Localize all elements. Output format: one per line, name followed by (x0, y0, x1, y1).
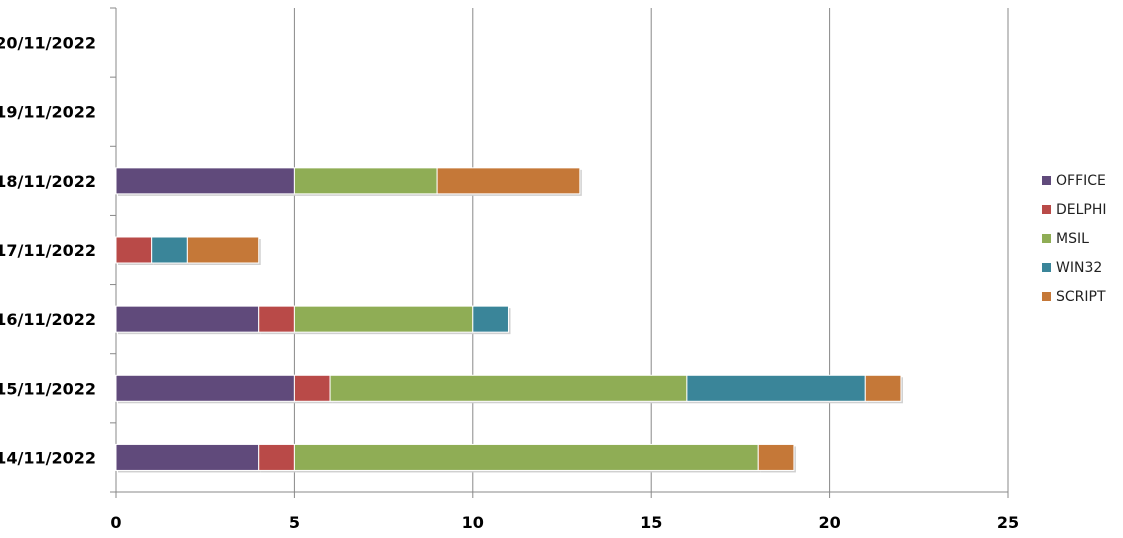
legend-item-win32: WIN32 (1042, 253, 1107, 282)
legend-label-script: SCRIPT (1056, 288, 1106, 305)
legend-item-delphi: DELPHI (1042, 195, 1107, 224)
bar-segment-office (115, 443, 260, 471)
x-tick-label: 20 (818, 513, 840, 532)
y-category-label: 19/11/2022 (0, 103, 96, 122)
y-category-label: 20/11/2022 (0, 34, 96, 53)
bar-segment-office (115, 167, 295, 195)
y-category-label: 15/11/2022 (0, 379, 96, 398)
legend: OFFICE DELPHI MSIL WIN32 SCRIPT (1042, 166, 1107, 311)
legend-item-msil: MSIL (1042, 224, 1107, 253)
legend-item-script: SCRIPT (1042, 282, 1107, 311)
legend-item-office: OFFICE (1042, 166, 1107, 195)
legend-swatch-win32 (1042, 263, 1051, 272)
x-tick-label: 0 (110, 513, 121, 532)
legend-swatch-delphi (1042, 205, 1051, 214)
bar-segment-msil (329, 374, 688, 402)
legend-label-msil: MSIL (1056, 230, 1089, 247)
legend-label-office: OFFICE (1056, 172, 1106, 189)
legend-swatch-msil (1042, 234, 1051, 243)
legend-swatch-script (1042, 292, 1051, 301)
bar-segment-script (186, 236, 260, 264)
x-tick-label: 5 (289, 513, 300, 532)
x-tick-label: 10 (462, 513, 484, 532)
legend-label-delphi: DELPHI (1056, 201, 1107, 218)
bar-segment-delphi (293, 374, 331, 402)
bar-segment-delphi (258, 443, 295, 471)
bar-segment-office (115, 374, 295, 402)
bar-segment-msil (293, 305, 474, 333)
y-category-label: 18/11/2022 (0, 172, 96, 191)
bar-segment-delphi (258, 305, 295, 333)
x-tick-label: 15 (640, 513, 662, 532)
bar-segment-msil (293, 443, 759, 471)
bar-segment-win32 (472, 305, 509, 333)
y-category-label: 16/11/2022 (0, 310, 96, 329)
y-category-label: 17/11/2022 (0, 241, 96, 260)
bar-segment-script (436, 167, 581, 195)
bar-segment-win32 (686, 374, 866, 402)
x-tick-label: 25 (997, 513, 1019, 532)
bar-segment-office (115, 305, 260, 333)
bar-segment-delphi (115, 236, 153, 264)
bar-segment-script (757, 443, 795, 471)
bar-segment-msil (293, 167, 438, 195)
y-category-label: 14/11/2022 (0, 448, 96, 467)
bar-segment-script (864, 374, 902, 402)
legend-swatch-office (1042, 176, 1051, 185)
legend-label-win32: WIN32 (1056, 259, 1103, 276)
bar-segment-win32 (151, 236, 188, 264)
